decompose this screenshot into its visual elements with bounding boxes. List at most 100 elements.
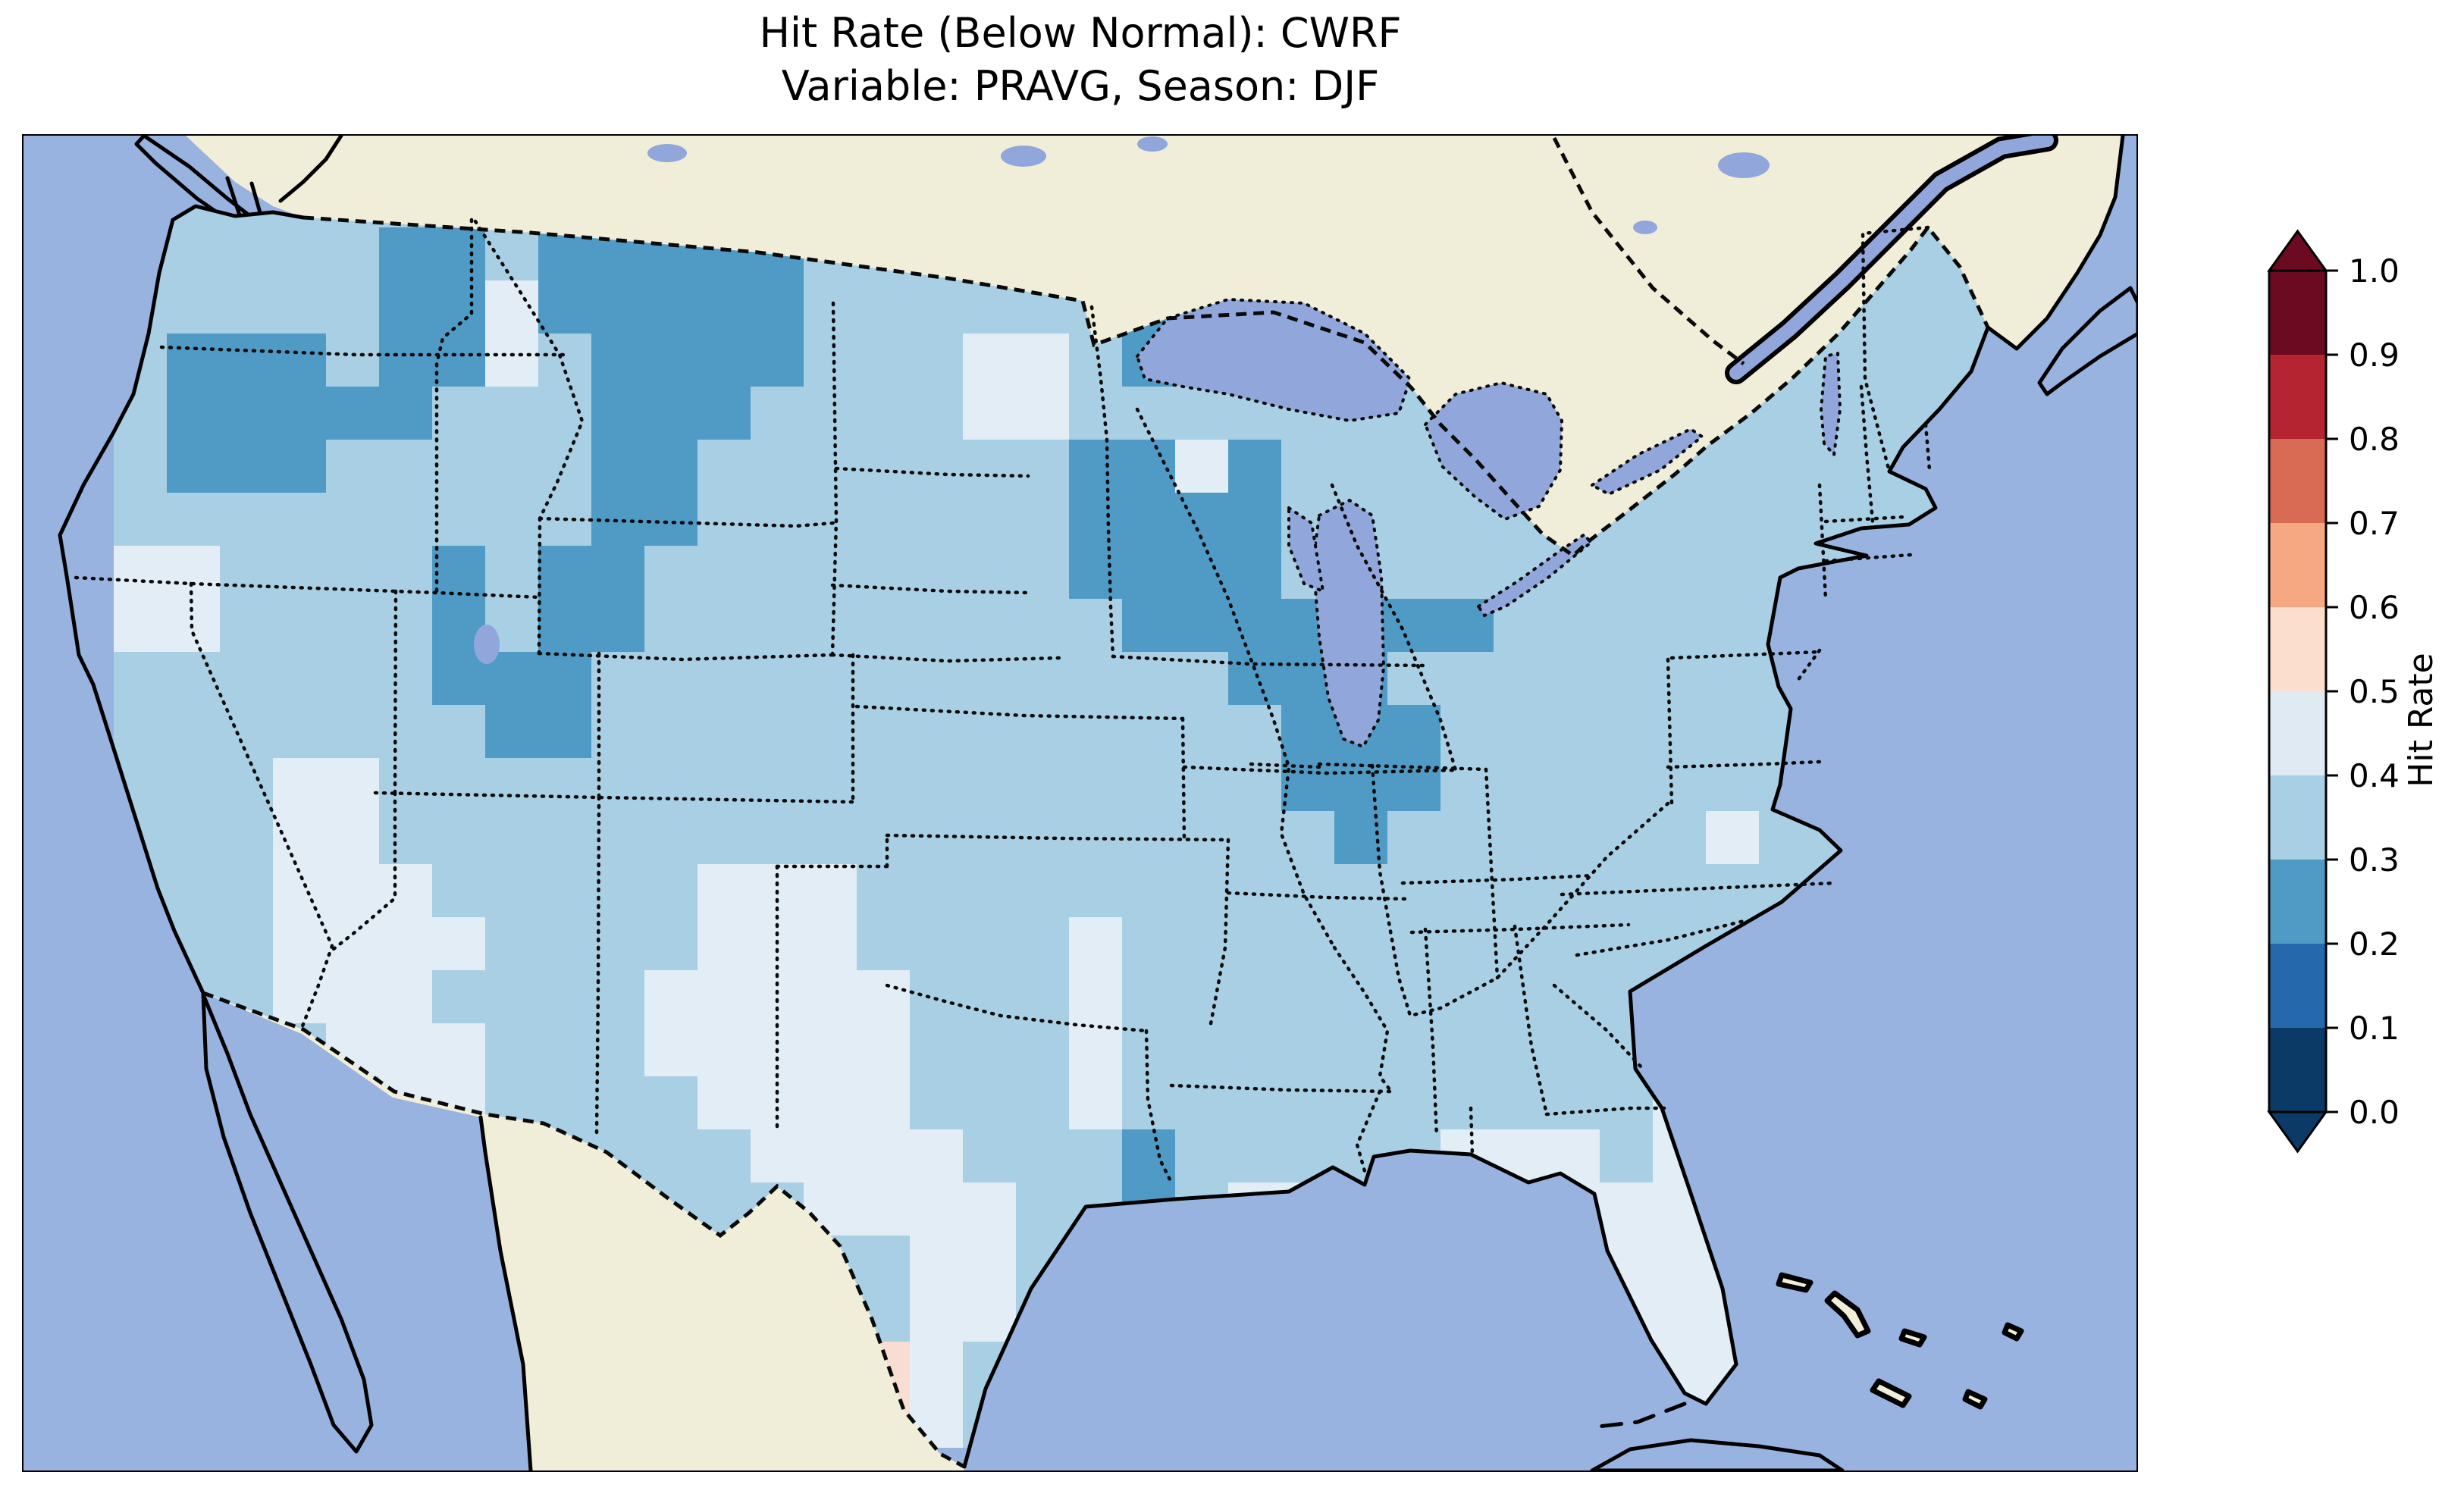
colorbar-bin <box>2269 775 2326 860</box>
hit-rate-cell <box>326 652 379 705</box>
hit-rate-cell <box>379 599 432 652</box>
hit-rate-cell <box>273 546 326 599</box>
colorbar-bin <box>2269 860 2326 944</box>
hit-rate-cell <box>1069 493 1122 546</box>
hit-rate-cell <box>910 705 963 758</box>
hit-rate-cell <box>1016 599 1069 652</box>
hit-rate-cell <box>1547 917 1600 970</box>
hit-rate-cell <box>538 811 591 864</box>
nova-scotia <box>2037 286 2138 396</box>
atlantic-gulf-coastline <box>962 325 1990 1469</box>
hit-rate-cell <box>326 970 379 1023</box>
hit-rate-cell <box>804 652 857 705</box>
hit-rate-cell <box>591 387 644 440</box>
hit-rate-cell <box>167 387 220 440</box>
hit-rate-cell <box>698 758 751 811</box>
hit-rate-cell <box>804 1076 857 1129</box>
hit-rate-cell <box>1175 864 1228 917</box>
hit-rate-cell <box>1069 387 1122 440</box>
hit-rate-cell <box>538 599 591 652</box>
hit-rate-cell <box>910 917 963 970</box>
hit-rate-cell <box>963 387 1016 440</box>
hit-rate-cell <box>1122 1023 1175 1076</box>
hit-rate-cell <box>432 970 485 1023</box>
hit-rate-cell <box>114 705 167 758</box>
hit-rate-cell <box>1706 758 1759 811</box>
hit-rate-cell <box>857 493 910 546</box>
hit-rate-cell <box>1547 599 1600 652</box>
hit-rate-cell <box>698 652 751 705</box>
hit-rate-cell <box>804 917 857 970</box>
hit-rate-cell <box>1122 1076 1175 1129</box>
hit-rate-cell <box>857 758 910 811</box>
hit-rate-cell <box>857 1182 910 1236</box>
hit-rate-cell <box>1016 493 1069 546</box>
hit-rate-cell <box>591 758 644 811</box>
hit-rate-cell <box>1175 440 1228 493</box>
hit-rate-cell <box>910 440 963 493</box>
hit-rate-cell <box>1122 1129 1175 1182</box>
colorbar-tick-label: 0.1 <box>2349 1010 2400 1047</box>
hit-rate-cell <box>804 705 857 758</box>
hit-rate-cell <box>963 917 1016 970</box>
hit-rate-cell <box>751 493 804 546</box>
hit-rate-cell <box>644 280 698 334</box>
hit-rate-cell <box>273 493 326 546</box>
hit-rate-cell <box>1281 970 1334 1023</box>
hit-rate-cell <box>644 864 698 917</box>
hit-rate-cell <box>591 970 644 1023</box>
hit-rate-cell <box>644 546 698 599</box>
hit-rate-cell <box>379 1023 432 1076</box>
hit-rate-cell <box>698 440 751 493</box>
hit-rate-cell <box>1600 1076 1653 1129</box>
colorbar-bin <box>2269 1028 2326 1112</box>
hit-rate-cell <box>1122 864 1175 917</box>
hit-rate-cell <box>963 493 1016 546</box>
hit-rate-cell <box>1016 970 1069 1023</box>
hit-rate-cell <box>485 758 538 811</box>
hit-rate-cell <box>751 1129 804 1182</box>
hit-rate-cell <box>857 1236 910 1289</box>
hit-rate-cell <box>1016 1023 1069 1076</box>
hit-rate-cell <box>1175 970 1228 1023</box>
hit-rate-cell <box>1653 546 1706 599</box>
hit-rate-cell <box>910 493 963 546</box>
hit-rate-cell <box>963 970 1016 1023</box>
lake-erie <box>1476 532 1593 618</box>
florida-keys <box>1596 1402 1687 1429</box>
hit-rate-cell <box>857 652 910 705</box>
hit-rate-cell <box>1122 546 1175 599</box>
hit-rate-cell <box>857 280 910 334</box>
hit-rate-cell <box>220 387 273 440</box>
hit-rate-cell <box>326 493 379 546</box>
hit-rate-cell <box>1228 440 1281 493</box>
hit-rate-cell <box>1494 1023 1547 1076</box>
hit-rate-cell <box>167 440 220 493</box>
hit-rate-cell <box>698 546 751 599</box>
hit-rate-cell <box>591 599 644 652</box>
hit-rate-cell <box>1228 1023 1281 1076</box>
hit-rate-cell <box>538 705 591 758</box>
hit-rate-cell <box>273 334 326 387</box>
mexico-landmass <box>203 993 964 1471</box>
colorbar-bin <box>2269 523 2326 607</box>
hit-rate-cell <box>220 811 273 864</box>
hit-rate-cell <box>963 440 1016 493</box>
hit-rate-cell <box>220 440 273 493</box>
hit-rate-cell <box>1175 705 1228 758</box>
hit-rate-cell <box>1600 652 1653 705</box>
hit-rate-cell <box>538 864 591 917</box>
hit-rate-cell <box>910 970 963 1023</box>
hit-rate-cell <box>432 227 485 280</box>
colorbar-tick-label: 0.2 <box>2349 926 2400 963</box>
lake-ontario <box>1589 427 1705 496</box>
hit-rate-cell <box>167 227 220 280</box>
hit-rate-cell <box>644 440 698 493</box>
hit-rate-cell <box>1653 652 1706 705</box>
hit-rate-cell <box>485 1023 538 1076</box>
hit-rate-cell <box>538 1076 591 1129</box>
hit-rate-cell <box>910 387 963 440</box>
hit-rate-cell <box>910 1182 963 1236</box>
lake-superior <box>1135 297 1412 423</box>
hit-rate-cell <box>644 1076 698 1129</box>
